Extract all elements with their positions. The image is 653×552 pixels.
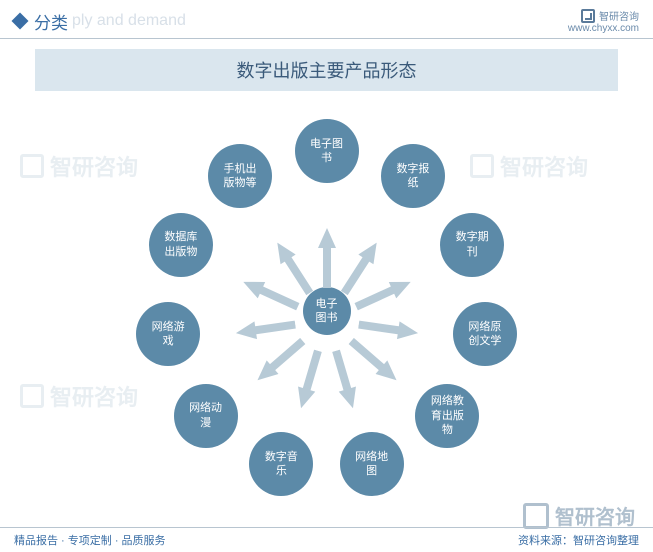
header-left: 分类 ply and demand	[14, 9, 186, 34]
outer-node: 网络教 育出版 物	[415, 384, 479, 448]
category-label: 分类	[34, 9, 68, 34]
arrow-icon	[234, 316, 296, 342]
outer-node: 数据库 出版物	[149, 213, 213, 277]
header-brand: 智研咨询 www.chyxx.com	[568, 8, 639, 34]
header: 分类 ply and demand 智研咨询 www.chyxx.com	[0, 0, 653, 39]
node-label: 网络动 漫	[189, 401, 222, 430]
node-label: 网络游 戏	[152, 320, 185, 349]
corner-brand-icon	[523, 503, 549, 529]
outer-node: 手机出 版物等	[208, 144, 272, 208]
center-label: 电子 图书	[316, 297, 338, 326]
corner-brand: 智研咨询	[523, 501, 635, 530]
outer-node: 网络动 漫	[174, 384, 238, 448]
corner-brand-text: 智研咨询	[555, 501, 635, 530]
node-label: 电子图 书	[310, 137, 343, 166]
outer-node: 数字期 刊	[440, 213, 504, 277]
node-label: 手机出 版物等	[224, 162, 257, 191]
node-label: 数字报 纸	[396, 162, 429, 191]
footer-right: 资料来源：智研咨询整理	[518, 532, 639, 548]
node-label: 数据库 出版物	[164, 230, 197, 259]
outer-node: 数字音 乐	[249, 432, 313, 496]
outer-node: 网络游 戏	[136, 302, 200, 366]
node-label: 网络教 育出版 物	[431, 394, 464, 437]
node-label: 网络地 图	[355, 450, 388, 479]
node-label: 数字期 刊	[456, 230, 489, 259]
outer-node: 数字报 纸	[381, 144, 445, 208]
brand-url: www.chyxx.com	[568, 23, 639, 34]
diamond-icon	[12, 13, 29, 30]
brand-name: 智研咨询	[599, 8, 639, 23]
ghost-text: ply and demand	[72, 12, 186, 30]
brand-icon	[581, 9, 595, 23]
footer-left: 精品报告 · 专项定制 · 品质服务	[14, 532, 166, 548]
node-label: 网络原 创文学	[468, 320, 501, 349]
center-node: 电子 图书	[303, 287, 351, 335]
footer: 精品报告 · 专项定制 · 品质服务 资料来源：智研咨询整理	[0, 527, 653, 552]
node-label: 数字音 乐	[265, 450, 298, 479]
radial-diagram: 电子 图书 电子图 书数字报 纸数字期 刊网络原 创文学网络教 育出版 物网络地…	[0, 101, 653, 521]
banner-title: 数字出版主要产品形态	[35, 49, 618, 91]
arrow-icon	[318, 228, 336, 288]
outer-node: 网络地 图	[340, 432, 404, 496]
outer-node: 网络原 创文学	[453, 302, 517, 366]
arrow-icon	[357, 316, 419, 342]
outer-node: 电子图 书	[295, 119, 359, 183]
